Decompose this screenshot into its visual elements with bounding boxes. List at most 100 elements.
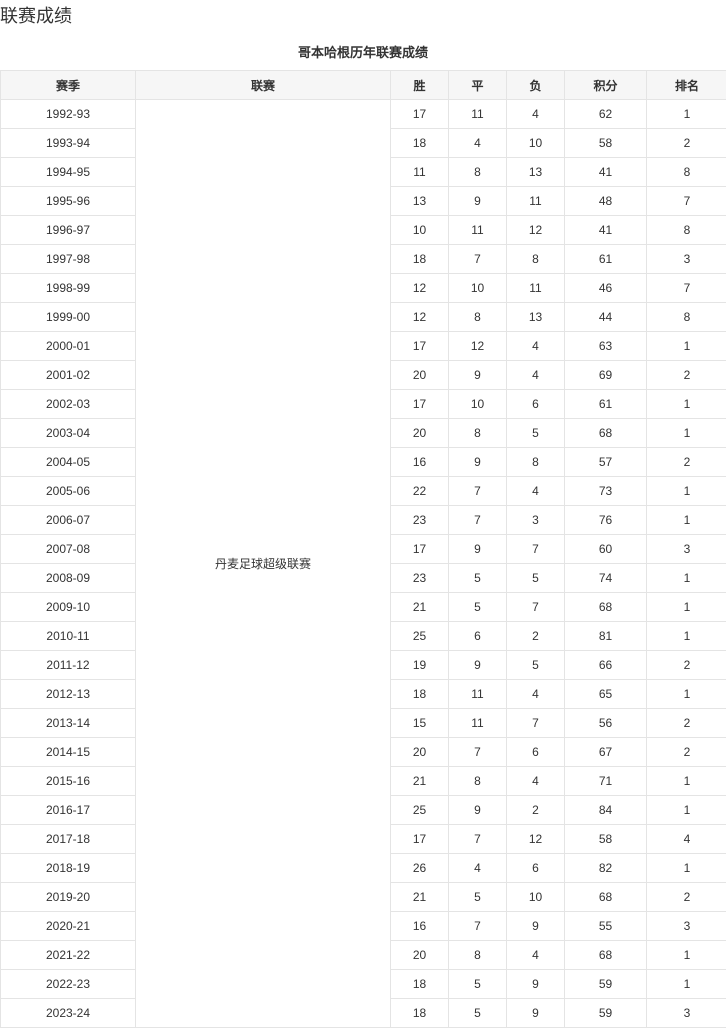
cell-wins: 12 — [390, 273, 449, 303]
cell-points: 59 — [564, 998, 647, 1028]
cell-wins: 12 — [390, 302, 449, 332]
cell-wins: 21 — [390, 766, 449, 796]
cell-rank: 1 — [646, 331, 726, 361]
cell-rank: 3 — [646, 534, 726, 564]
cell-rank: 2 — [646, 737, 726, 767]
cell-points: 61 — [564, 389, 647, 419]
cell-season: 1997-98 — [0, 244, 136, 274]
cell-points: 46 — [564, 273, 647, 303]
cell-losses: 6 — [506, 737, 565, 767]
table-row: 2021-22 20 8 4 68 1 — [0, 940, 726, 970]
cell-draws: 8 — [448, 766, 507, 796]
cell-points: 58 — [564, 128, 647, 158]
table-row: 2006-07 23 7 3 76 1 — [0, 505, 726, 535]
table-row: 1996-97 10 11 12 41 8 — [0, 215, 726, 245]
cell-wins: 18 — [390, 998, 449, 1028]
header-league: 联赛 — [135, 70, 391, 100]
table-row: 2004-05 16 9 8 57 2 — [0, 447, 726, 477]
cell-season: 2017-18 — [0, 824, 136, 854]
cell-draws: 8 — [448, 157, 507, 187]
cell-rank: 3 — [646, 911, 726, 941]
cell-wins: 26 — [390, 853, 449, 883]
cell-rank: 1 — [646, 853, 726, 883]
cell-rank: 1 — [646, 99, 726, 129]
cell-wins: 23 — [390, 505, 449, 535]
cell-season: 2023-24 — [0, 998, 136, 1028]
cell-season: 2020-21 — [0, 911, 136, 941]
cell-wins: 15 — [390, 708, 449, 738]
cell-losses: 4 — [506, 331, 565, 361]
cell-draws: 4 — [448, 128, 507, 158]
cell-losses: 5 — [506, 563, 565, 593]
cell-season: 2007-08 — [0, 534, 136, 564]
cell-draws: 6 — [448, 621, 507, 651]
cell-wins: 18 — [390, 969, 449, 999]
cell-points: 81 — [564, 621, 647, 651]
cell-draws: 5 — [448, 563, 507, 593]
cell-draws: 5 — [448, 998, 507, 1028]
cell-losses: 4 — [506, 476, 565, 506]
cell-season: 2004-05 — [0, 447, 136, 477]
cell-rank: 1 — [646, 766, 726, 796]
table-row: 2015-16 21 8 4 71 1 — [0, 766, 726, 796]
cell-points: 59 — [564, 969, 647, 999]
cell-wins: 17 — [390, 534, 449, 564]
cell-season: 2006-07 — [0, 505, 136, 535]
cell-wins: 10 — [390, 215, 449, 245]
cell-draws: 4 — [448, 853, 507, 883]
cell-draws: 9 — [448, 447, 507, 477]
table-row: 2019-20 21 5 10 68 2 — [0, 882, 726, 912]
cell-season: 1998-99 — [0, 273, 136, 303]
cell-season: 2015-16 — [0, 766, 136, 796]
cell-draws: 7 — [448, 911, 507, 941]
cell-rank: 3 — [646, 998, 726, 1028]
cell-rank: 7 — [646, 186, 726, 216]
cell-losses: 3 — [506, 505, 565, 535]
header-losses: 负 — [506, 70, 565, 100]
cell-losses: 4 — [506, 679, 565, 709]
cell-season: 2014-15 — [0, 737, 136, 767]
cell-draws: 11 — [448, 215, 507, 245]
cell-draws: 7 — [448, 824, 507, 854]
cell-rank: 7 — [646, 273, 726, 303]
table-row: 2002-03 17 10 6 61 1 — [0, 389, 726, 419]
cell-season: 2000-01 — [0, 331, 136, 361]
cell-season: 1999-00 — [0, 302, 136, 332]
cell-draws: 10 — [448, 273, 507, 303]
cell-rank: 1 — [646, 476, 726, 506]
cell-losses: 4 — [506, 766, 565, 796]
cell-losses: 10 — [506, 128, 565, 158]
cell-wins: 20 — [390, 737, 449, 767]
table-row: 2018-19 26 4 6 82 1 — [0, 853, 726, 883]
cell-losses: 7 — [506, 708, 565, 738]
cell-wins: 20 — [390, 940, 449, 970]
cell-draws: 10 — [448, 389, 507, 419]
cell-points: 41 — [564, 215, 647, 245]
cell-points: 60 — [564, 534, 647, 564]
cell-season: 2009-10 — [0, 592, 136, 622]
cell-rank: 3 — [646, 244, 726, 274]
cell-losses: 6 — [506, 853, 565, 883]
cell-points: 82 — [564, 853, 647, 883]
table-row: 2023-24 18 5 9 59 3 — [0, 998, 726, 1028]
cell-rank: 1 — [646, 679, 726, 709]
table-row: 2022-23 18 5 9 59 1 — [0, 969, 726, 999]
table-row: 2013-14 15 11 7 56 2 — [0, 708, 726, 738]
cell-points: 44 — [564, 302, 647, 332]
league-results-table: 赛季 联赛 胜 平 负 积分 排名 1992-93 丹麦足球超级联赛 17 11 4 62… — [0, 70, 726, 1028]
cell-season: 1996-97 — [0, 215, 136, 245]
cell-points: 68 — [564, 940, 647, 970]
cell-league: 丹麦足球超级联赛 — [135, 99, 391, 1028]
cell-points: 56 — [564, 708, 647, 738]
cell-wins: 20 — [390, 360, 449, 390]
header-points: 积分 — [564, 70, 647, 100]
cell-draws: 7 — [448, 476, 507, 506]
cell-season: 2001-02 — [0, 360, 136, 390]
cell-draws: 9 — [448, 650, 507, 680]
cell-wins: 21 — [390, 592, 449, 622]
cell-wins: 21 — [390, 882, 449, 912]
header-season: 赛季 — [0, 70, 136, 100]
cell-season: 2008-09 — [0, 563, 136, 593]
cell-losses: 8 — [506, 447, 565, 477]
cell-losses: 11 — [506, 273, 565, 303]
